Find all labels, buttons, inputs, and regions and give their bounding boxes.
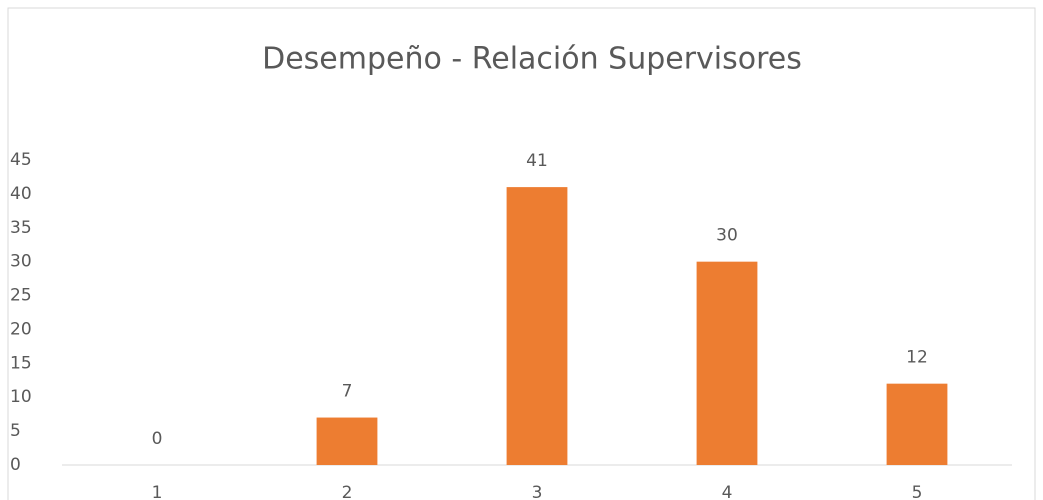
y-tick-label: 40 <box>10 184 32 204</box>
y-tick-label: 25 <box>10 286 32 306</box>
x-tick-label: 3 <box>532 483 543 500</box>
bar <box>696 261 758 465</box>
y-tick-label: 15 <box>10 353 32 373</box>
data-label: 12 <box>906 348 928 368</box>
y-tick-label: 5 <box>10 421 21 441</box>
y-tick-label: 0 <box>10 455 21 475</box>
y-tick-label: 20 <box>10 319 32 339</box>
x-tick-label: 4 <box>722 483 733 500</box>
data-label: 7 <box>342 382 353 402</box>
chart-title: Desempeño - Relación Supervisores <box>262 42 802 77</box>
y-tick-label: 45 <box>10 150 32 170</box>
x-tick-label: 2 <box>342 483 353 500</box>
bar <box>316 417 378 465</box>
bar <box>886 383 948 465</box>
x-tick-label: 5 <box>912 483 923 500</box>
data-label: 0 <box>152 429 163 449</box>
data-label: 30 <box>716 226 738 246</box>
y-tick-label: 35 <box>10 218 32 238</box>
x-tick-label: 1 <box>152 483 163 500</box>
y-tick-label: 30 <box>10 252 32 272</box>
y-tick-label: 10 <box>10 387 32 407</box>
bar <box>506 187 568 465</box>
data-label: 41 <box>526 151 548 171</box>
